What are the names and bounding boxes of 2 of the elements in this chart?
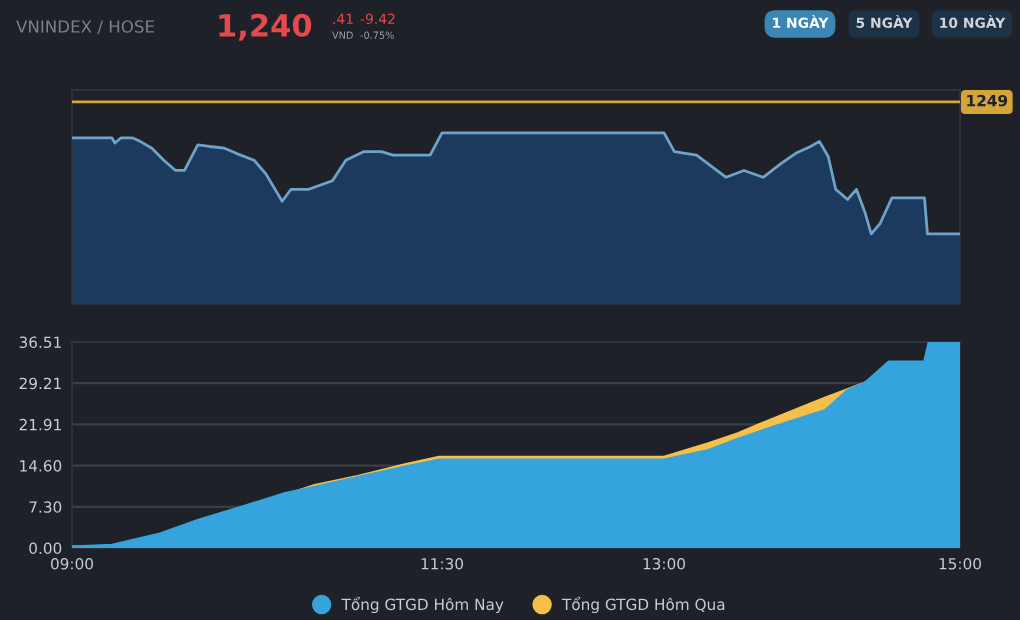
text: VNINDEX / HOSE (16, 20, 154, 35)
text: 1,240 (219, 13, 312, 41)
